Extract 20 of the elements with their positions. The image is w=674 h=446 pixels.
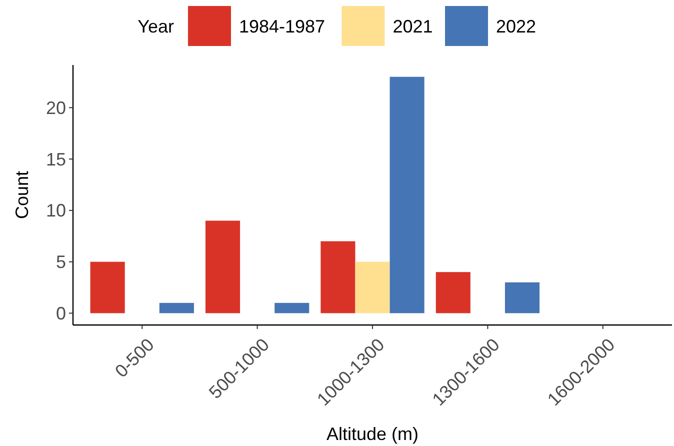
y-tick-label: 10 — [46, 200, 66, 221]
legend-label: 2021 — [392, 16, 433, 36]
bar — [274, 302, 310, 314]
y-tick-label: 15 — [46, 149, 66, 170]
y-tick-label: 0 — [56, 303, 66, 324]
y-tick-label: 5 — [56, 252, 66, 272]
y-tick-label: 20 — [46, 98, 66, 118]
bar — [436, 272, 470, 314]
x-axis-title: Altitude (m) — [326, 424, 419, 444]
legend-label: 2022 — [496, 16, 536, 36]
bar — [90, 262, 125, 314]
bar — [159, 302, 194, 314]
bar — [355, 262, 390, 314]
bar — [205, 220, 240, 314]
bar — [504, 282, 540, 314]
y-axis-title: Count — [12, 170, 32, 220]
bar — [390, 76, 424, 314]
legend-title: Year — [138, 16, 174, 36]
bar — [320, 241, 356, 314]
legend-label: 1984-1987 — [238, 16, 326, 36]
